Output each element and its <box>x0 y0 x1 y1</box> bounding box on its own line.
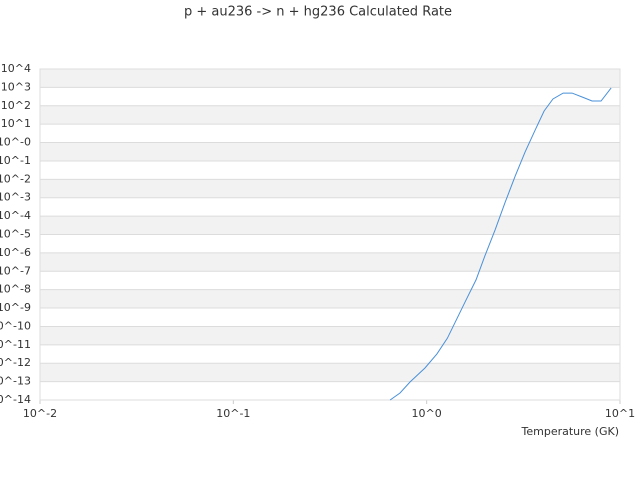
y-tick-label: 10^-7 <box>0 264 31 277</box>
y-tick-label: 10^-3 <box>0 191 31 204</box>
y-tick-label: 10^4 <box>1 62 31 75</box>
data-line <box>389 87 612 401</box>
grid-band <box>40 69 620 88</box>
y-tick-label: 10^-4 <box>0 209 31 222</box>
y-tick-label: 10^-13 <box>0 375 31 388</box>
grid-band <box>40 179 620 198</box>
plot-frame <box>39 68 621 401</box>
grid-band <box>40 252 620 272</box>
y-tick-label: 10^-6 <box>0 246 31 259</box>
x-tick-label: 10^-1 <box>216 407 250 420</box>
y-tick-label: 10^-9 <box>0 301 31 314</box>
y-tick-label: 10^-1 <box>0 154 31 167</box>
grid-band <box>40 326 620 345</box>
x-tick-label: 10^1 <box>605 407 635 420</box>
y-tick-label: 10^-8 <box>0 283 31 296</box>
x-axis-label: Temperature (GK) <box>521 425 620 438</box>
grid-band <box>40 363 620 382</box>
y-tick-label: 10^1 <box>1 117 31 130</box>
grid-band <box>40 105 620 125</box>
y-tick-label: 10^3 <box>1 80 31 93</box>
y-tick-label: 10^-5 <box>0 228 31 241</box>
chart-title: p + au236 -> n + hg236 Calculated Rate <box>184 5 452 20</box>
grid-band <box>40 216 620 235</box>
y-tick-label: 10^-2 <box>0 172 31 185</box>
grid-band <box>40 142 620 161</box>
grid-band <box>40 289 620 309</box>
y-tick-label: 10^-11 <box>0 338 31 351</box>
x-tick-label: 10^-2 <box>23 407 57 420</box>
y-tick-label: 10^-12 <box>0 356 31 369</box>
y-tick-label: 10^2 <box>1 99 31 112</box>
x-tick-label: 10^0 <box>412 407 442 420</box>
y-tick-label: 10^-0 <box>0 136 31 149</box>
y-tick-label: 10^-14 <box>0 393 31 406</box>
y-tick-label: 10^-10 <box>0 319 31 332</box>
